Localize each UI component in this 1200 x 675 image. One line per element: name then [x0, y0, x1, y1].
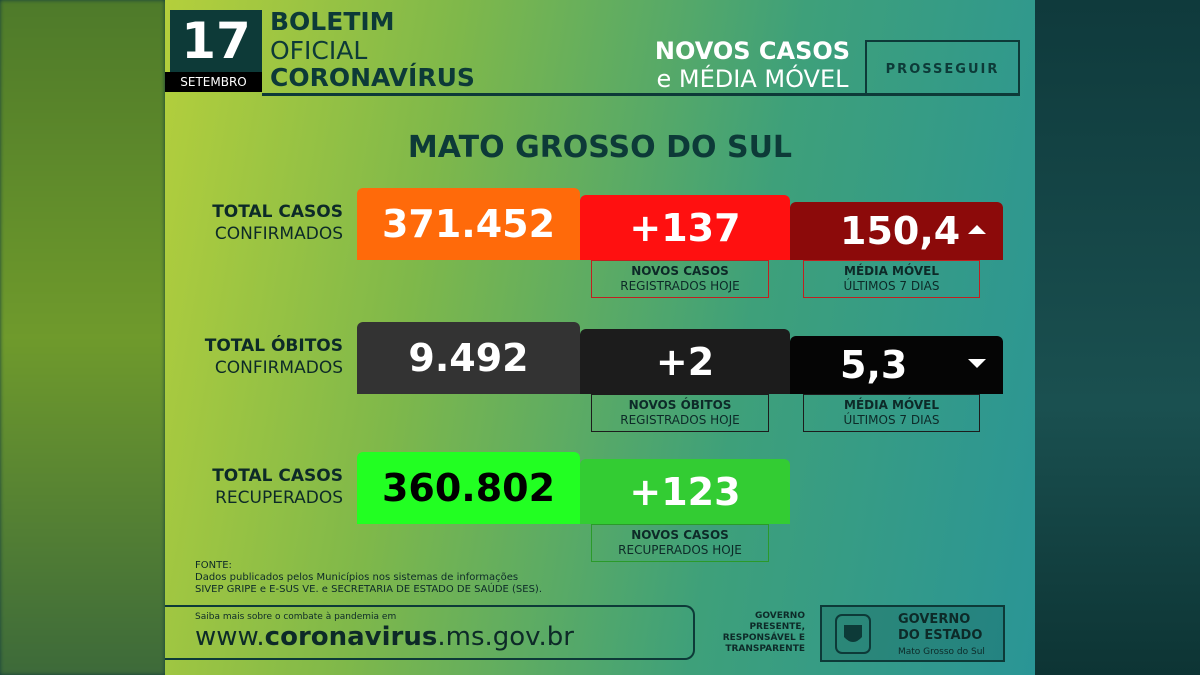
slogan-line: PRESENTE, [749, 622, 805, 632]
new: +2 [580, 329, 790, 394]
subtitle: e MÉDIA MÓVEL [656, 65, 849, 93]
average-caption: MÉDIA MÓVEL ÚLTIMOS 7 DIAS [803, 260, 980, 298]
url-part: .ms.gov.br [437, 622, 574, 652]
source-title: FONTE: [195, 560, 232, 571]
caption-line: ÚLTIMOS 7 DIAS [843, 279, 940, 293]
new-caption: NOVOS ÓBITOS REGISTRADOS HOJE [591, 394, 769, 432]
row-label: CONFIRMADOS [214, 358, 343, 378]
caption-line: REGISTRADOS HOJE [620, 279, 740, 293]
footer-note: Saiba mais sobre o combate à pandemia em [195, 612, 397, 622]
region: MATO GROSSO DO SUL [407, 130, 793, 165]
average: 150,4 [790, 202, 1003, 260]
new-caption: NOVOS CASOS REGISTRADOS HOJE [591, 260, 769, 298]
gov-line: Mato Grosso do Sul [898, 647, 985, 657]
caption-line: MÉDIA MÓVEL [844, 398, 939, 412]
trend-arrow [968, 359, 986, 368]
coat-of-arms [835, 614, 871, 654]
caption-line: ÚLTIMOS 7 DIAS [843, 413, 940, 427]
average-caption: MÉDIA MÓVEL ÚLTIMOS 7 DIAS [803, 394, 980, 432]
source-line: SIVEP GRIPE e E-SUS VE. e SECRETARIA DE … [195, 584, 543, 595]
day: 17 [170, 10, 262, 72]
caption-line: MÉDIA MÓVEL [844, 264, 939, 278]
url-part: www. [195, 622, 265, 652]
footer-box [165, 605, 695, 660]
slogan: GOVERNO PRESENTE, RESPONSÁVEL E TRANSPAR… [680, 611, 805, 655]
total: 9.492 [357, 322, 580, 394]
subtitle: NOVOS CASOS [654, 37, 851, 65]
source: FONTE: Dados publicados pelos Municípios… [195, 560, 542, 596]
slogan-line: RESPONSÁVEL E [722, 633, 805, 643]
row-label: TOTAL ÓBITOS [204, 336, 343, 356]
gov-line: DO ESTADO [898, 628, 983, 643]
row-label: TOTAL CASOS [212, 202, 343, 222]
row-label: CONFIRMADOS [214, 224, 343, 244]
url-part: coronavirus [264, 622, 438, 652]
brand: PROSSEGUIR [865, 40, 1020, 95]
row-label: TOTAL CASOS [212, 466, 343, 486]
new: +123 [580, 459, 790, 524]
government-text: GOVERNO DO ESTADO Mato Grosso do Sul [898, 612, 985, 660]
caption-line: NOVOS CASOS [631, 528, 729, 542]
title: BOLETIM [270, 7, 395, 36]
caption-line: REGISTRADOS HOJE [620, 413, 740, 427]
title: CORONAVÍRUS [270, 63, 475, 92]
month: SETEMBRO [165, 72, 262, 92]
new-caption: NOVOS CASOS RECUPERADOS HOJE [591, 524, 769, 562]
background-left [0, 0, 165, 675]
caption-line: RECUPERADOS HOJE [618, 543, 742, 557]
url[interactable]: www.coronavirus.ms.gov.br [195, 622, 574, 652]
caption-line: NOVOS CASOS [631, 264, 729, 278]
gov-line: GOVERNO [898, 612, 971, 627]
source-line: Dados publicados pelos Municípios nos si… [195, 572, 519, 583]
total: 360.802 [357, 452, 580, 524]
background-right [1035, 0, 1200, 675]
average: 5,3 [790, 336, 1003, 394]
slogan-line: GOVERNO [754, 611, 805, 621]
trend-arrow [968, 225, 986, 234]
caption-line: NOVOS ÓBITOS [628, 398, 732, 412]
divider [262, 93, 1020, 96]
new: +137 [580, 195, 790, 260]
total: 371.452 [357, 188, 580, 260]
slogan-line: TRANSPARENTE [725, 644, 805, 654]
government-logo [820, 605, 1005, 662]
title: OFICIAL [270, 36, 368, 65]
row-label: RECUPERADOS [215, 488, 343, 508]
